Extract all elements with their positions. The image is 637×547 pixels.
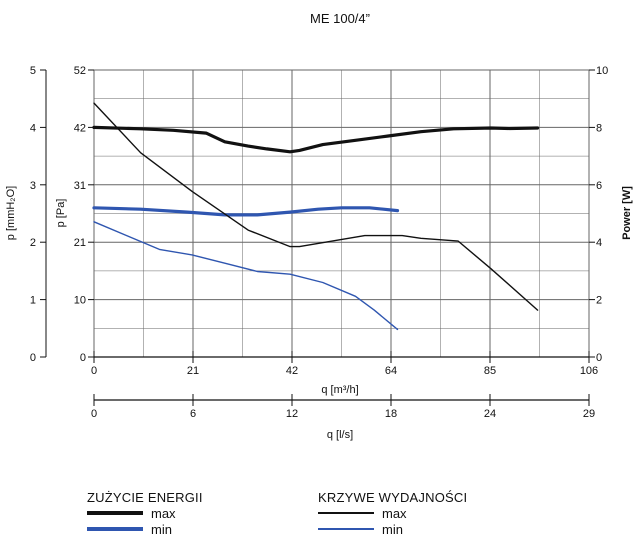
- x-tick-m3h-label: 0: [91, 365, 97, 377]
- series-performance-max: [93, 102, 539, 311]
- legend-label-energy-min: min: [151, 521, 172, 537]
- energy-legend: ZUŻYCIE ENERGII max min: [87, 490, 203, 537]
- performance-legend-min: min: [318, 521, 467, 537]
- performance-legend-title: KRZYWE WYDAJNOŚCI: [318, 490, 468, 505]
- y-axis-label-mmh2o: p [mmH₂O]: [5, 186, 17, 240]
- y-tick-power-label: 8: [596, 122, 602, 134]
- y-tick-power-label: 10: [596, 65, 608, 77]
- x-tick-ls-label: 29: [583, 408, 595, 420]
- y-tick-pa-label: 0: [80, 352, 86, 364]
- y-tick-power-label: 4: [596, 237, 602, 249]
- x-tick-m3h-label: 106: [580, 365, 598, 377]
- legend-swatch-performance-max: [318, 512, 374, 514]
- y-tick-mmh2o-label: 0: [30, 352, 36, 364]
- legend-label-performance-max: max: [382, 505, 407, 521]
- legend-swatch-energy-min: [87, 527, 143, 531]
- x-tick-ls-label: 6: [190, 408, 196, 420]
- y-tick-pa-label: 42: [74, 122, 86, 134]
- series-energy-min: [92, 206, 400, 217]
- y-axis-label-power: Power [W]: [621, 186, 633, 240]
- chart-title: ME 100/4”: [310, 11, 370, 26]
- y-tick-pa-label: 31: [74, 180, 86, 192]
- chart-grid: [93, 69, 590, 358]
- series-performance-min: [93, 221, 399, 331]
- y-tick-mmh2o-label: 4: [30, 122, 36, 134]
- x-tick-ls-label: 24: [484, 408, 496, 420]
- x-tick-ls-label: 0: [91, 408, 97, 420]
- x-tick-m3h-label: 64: [385, 365, 397, 377]
- energy-legend-title: ZUŻYCIE ENERGII: [87, 490, 203, 505]
- legend-label-energy-max: max: [151, 505, 176, 521]
- y-tick-pa-label: 52: [74, 65, 86, 77]
- energy-legend-min: min: [87, 521, 203, 537]
- y-tick-pa-label: 10: [74, 295, 86, 307]
- x-axis-label-ls: q [l/s]: [327, 429, 353, 441]
- x-tick-m3h-label: 85: [484, 365, 496, 377]
- performance-legend: KRZYWE WYDAJNOŚCI max min: [318, 490, 467, 537]
- y-tick-power-label: 0: [596, 352, 602, 364]
- x-axis-label-m3h: q [m³/h]: [321, 384, 358, 396]
- y-tick-pa-label: 21: [74, 237, 86, 249]
- x-tick-ls-label: 18: [385, 408, 397, 420]
- y-axis-label-pa: p [Pa]: [55, 199, 67, 228]
- x-tick-m3h-label: 21: [187, 365, 199, 377]
- y-tick-mmh2o-label: 2: [30, 237, 36, 249]
- legend-label-performance-min: min: [382, 521, 403, 537]
- y-tick-mmh2o-label: 1: [30, 295, 36, 307]
- legend-swatch-performance-min: [318, 528, 374, 530]
- x-tick-ls-label: 12: [286, 408, 298, 420]
- chart-series: [92, 102, 540, 331]
- x-tick-m3h-label: 42: [286, 365, 298, 377]
- legend-swatch-energy-max: [87, 511, 143, 515]
- y-tick-power-label: 6: [596, 180, 602, 192]
- performance-legend-max: max: [318, 505, 467, 521]
- y-tick-mmh2o-label: 5: [30, 65, 36, 77]
- y-tick-power-label: 2: [596, 295, 602, 307]
- series-energy-max: [92, 125, 540, 154]
- energy-legend-max: max: [87, 505, 203, 521]
- y-tick-mmh2o-label: 3: [30, 180, 36, 192]
